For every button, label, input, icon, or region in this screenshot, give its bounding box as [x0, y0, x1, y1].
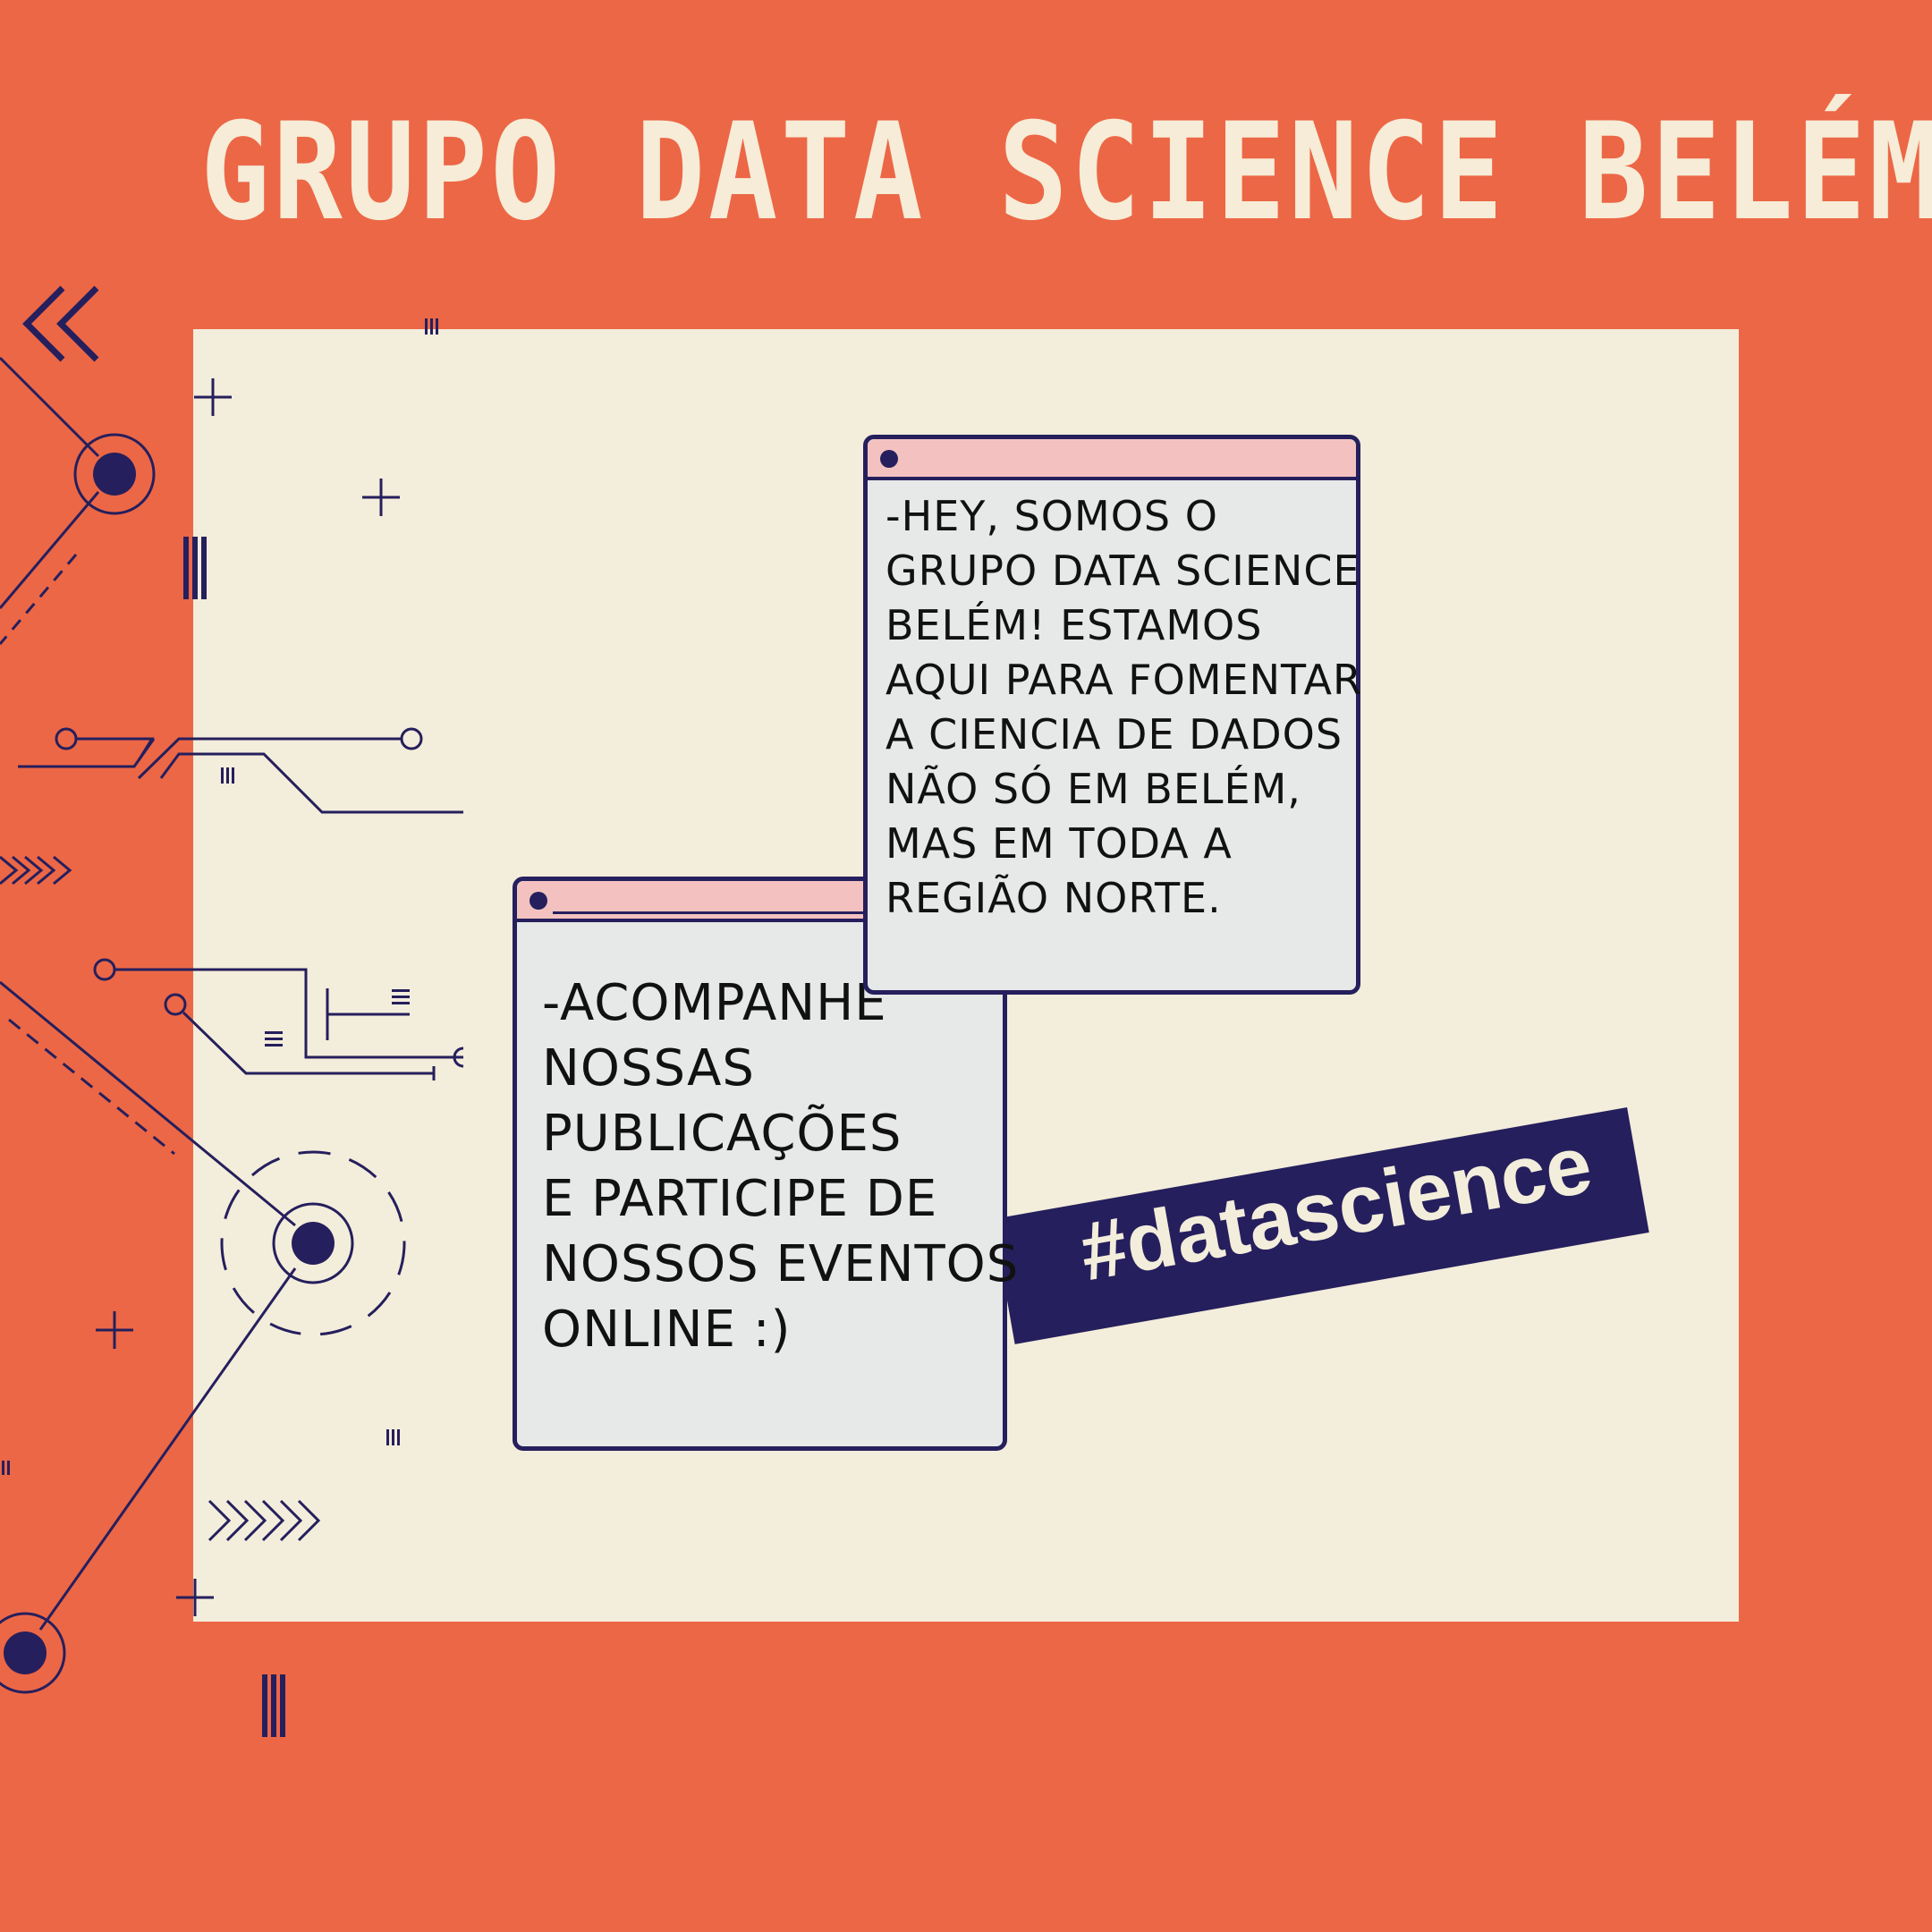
title-bar-line [553, 911, 985, 914]
window-title-bar [868, 439, 1356, 480]
window-dot-icon [530, 892, 547, 910]
message-text-top: -HEY, SOMOS O GRUPO DATA SCIENCE BELÉM! … [886, 492, 1362, 922]
message-window-top: -HEY, SOMOS O GRUPO DATA SCIENCE BELÉM! … [863, 435, 1361, 995]
message-text-bottom: -ACOMPANHE NOSSAS PUBLICAÇÕES E PARTICIP… [542, 974, 1020, 1359]
window-dot-icon [880, 450, 898, 468]
